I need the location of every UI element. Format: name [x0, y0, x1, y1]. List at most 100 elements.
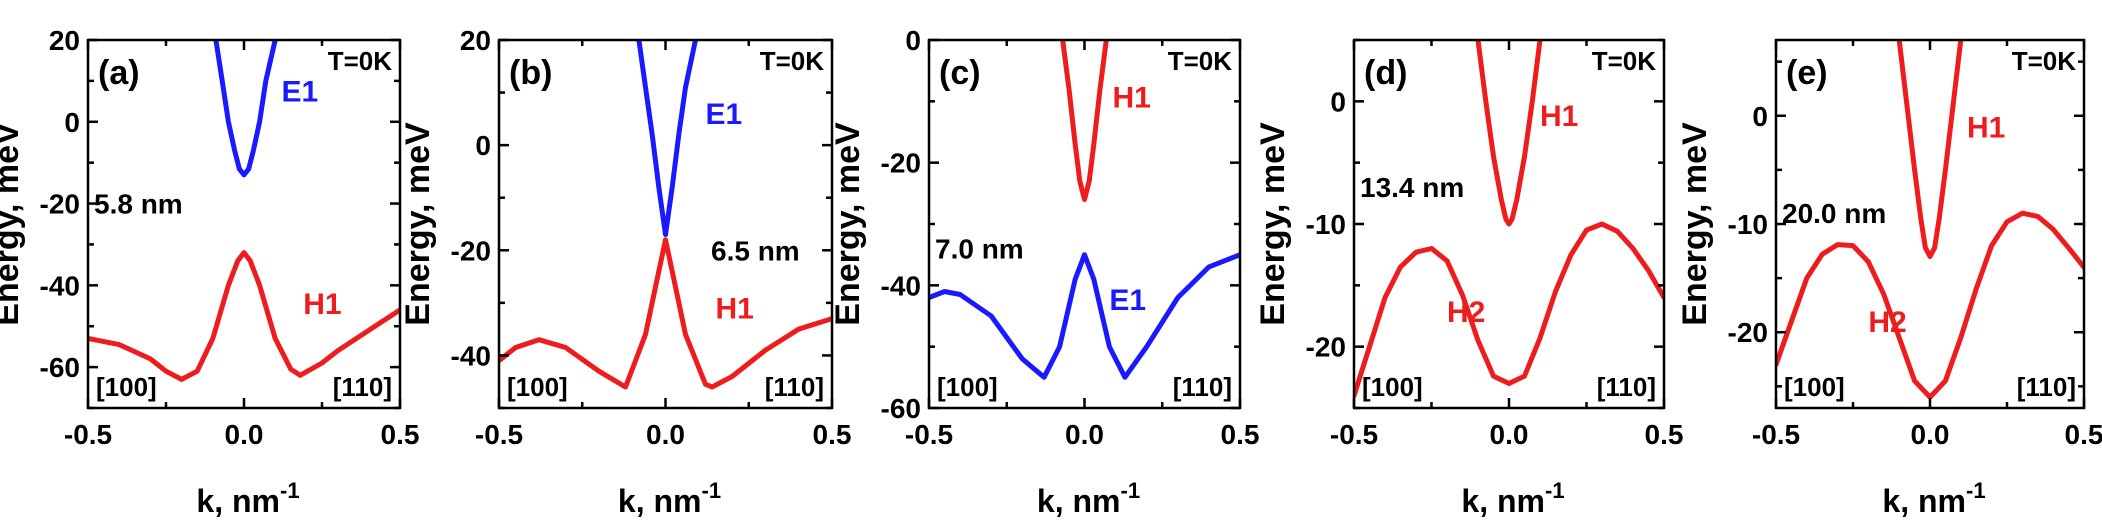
x-tick-label: 0.5 — [1645, 419, 1684, 450]
y-axis-title: Energy, meV — [399, 122, 437, 326]
x-tick-label: 0.0 — [225, 419, 264, 450]
series-line-h2 — [1354, 221, 1664, 399]
series-line-h1 — [88, 250, 400, 382]
series-label-h1: H1 — [303, 288, 341, 321]
x-axis-title-exponent: -1 — [1545, 478, 1565, 503]
series-label-h1: H1 — [1112, 81, 1150, 114]
series-label-h1: H1 — [715, 293, 753, 326]
x-tick-label: 0.0 — [646, 419, 685, 450]
direction-label-right: [110] — [1173, 372, 1232, 402]
series-line-e1 — [213, 40, 278, 178]
x-tick-label: 0.0 — [1490, 419, 1529, 450]
y-tick-label: 0 — [1330, 86, 1346, 117]
y-axis-title: Energy, meV — [0, 122, 26, 326]
y-tick-label: 20 — [460, 25, 491, 56]
panel-label: (e) — [1786, 54, 1828, 92]
x-axis-title-exponent: -1 — [280, 478, 300, 503]
y-tick-label: -60 — [881, 393, 921, 424]
y-axis-title: Energy, meV — [1676, 122, 1714, 326]
panel-label: (b) — [509, 54, 552, 92]
x-tick-label: 0.0 — [1911, 419, 1950, 450]
series-label-h1: H1 — [1967, 111, 2005, 144]
x-tick-label: 0.0 — [1065, 419, 1104, 450]
thickness-label: 5.8 nm — [94, 189, 183, 220]
y-tick-label: -20 — [1728, 317, 1768, 348]
y-tick-label: -10 — [1728, 209, 1768, 240]
x-tick-label: 0.5 — [2065, 419, 2102, 450]
panel-label: (a) — [98, 54, 140, 92]
thickness-label: 6.5 nm — [711, 235, 800, 266]
series-label-e1: E1 — [1109, 284, 1146, 317]
temperature-label: T=0K — [2012, 46, 2077, 76]
y-tick-label: 0 — [1752, 101, 1768, 132]
panel-e: H1 H2 -0.5 0.0 0.5 0 -10 -20 k, nm-1 Energy, meV (… — [1676, 38, 2102, 519]
x-tick-label: -0.5 — [1330, 419, 1378, 450]
temperature-label: T=0K — [1592, 46, 1657, 76]
panel-label: (d) — [1364, 54, 1407, 92]
y-tick-label: -10 — [1306, 209, 1346, 240]
series-label-h1: H1 — [1540, 100, 1578, 133]
x-axis-title-text: k, nm — [196, 483, 280, 519]
direction-label-left: [100] — [937, 372, 998, 402]
temperature-label: T=0K — [1168, 46, 1233, 76]
y-tick-label: -20 — [451, 235, 491, 266]
series-line-e1 — [929, 252, 1240, 380]
panel-b: E1 H1 -0.5 0.0 0.5 20 0 -20 -40 k, nm-1 Energy, me… — [399, 25, 851, 519]
thickness-label: 13.4 nm — [1360, 172, 1464, 203]
x-axis-title: k, nm-1 — [1037, 478, 1140, 519]
y-tick-label: -40 — [881, 270, 921, 301]
direction-label-left: [100] — [1784, 372, 1845, 402]
x-axis-title-text: k, nm — [1882, 483, 1966, 519]
x-axis-title: k, nm-1 — [196, 478, 299, 519]
direction-label-left: [100] — [1362, 372, 1423, 402]
x-axis-title-text: k, nm — [618, 483, 702, 519]
series-label-e1: E1 — [281, 75, 318, 108]
y-tick-label: -20 — [1306, 332, 1346, 363]
x-tick-label: -0.5 — [905, 419, 953, 450]
series-line-h1 — [499, 237, 832, 390]
series-line-e1 — [636, 40, 698, 237]
x-tick-label: 0.5 — [381, 419, 420, 450]
y-tick-label: -40 — [451, 340, 491, 371]
temperature-label: T=0K — [760, 46, 825, 76]
y-tick-label: 0 — [475, 130, 491, 161]
y-axis-title: Energy, meV — [1254, 122, 1292, 326]
y-tick-label: 0 — [64, 107, 80, 138]
plot-frame — [927, 38, 1242, 410]
series-label-e1: E1 — [705, 98, 742, 131]
x-tick-label: 0.5 — [813, 419, 852, 450]
x-tick-label: -0.5 — [64, 419, 112, 450]
y-tick-label: 20 — [49, 25, 80, 56]
series-line-h1 — [1896, 40, 1964, 259]
x-axis-title-exponent: -1 — [1966, 478, 1986, 503]
x-axis-title: k, nm-1 — [1461, 478, 1564, 519]
thickness-label: 7.0 nm — [935, 234, 1024, 265]
x-axis-title-exponent: -1 — [1121, 478, 1141, 503]
x-axis-title: k, nm-1 — [1882, 478, 1985, 519]
x-axis-title-text: k, nm — [1461, 483, 1545, 519]
thickness-label: 20.0 nm — [1782, 198, 1886, 229]
direction-label-right: [110] — [2017, 372, 2076, 402]
y-tick-label: 0 — [905, 25, 921, 56]
panel-d: H1 H2 -0.5 0.0 0.5 0 -10 -20 k, nm-1 Energy, meV (… — [1254, 38, 1684, 519]
x-tick-label: -0.5 — [475, 419, 523, 450]
x-tick-label: 0.5 — [1221, 419, 1260, 450]
y-tick-label: -20 — [881, 148, 921, 179]
x-axis-title-exponent: -1 — [702, 478, 722, 503]
y-tick-label: -60 — [40, 352, 80, 383]
series-line-h2 — [1776, 210, 2084, 400]
x-tick-label: -0.5 — [1752, 419, 1800, 450]
direction-label-right: [110] — [333, 372, 392, 402]
series-line-h1 — [1060, 40, 1109, 202]
direction-label-left: [100] — [507, 372, 568, 402]
direction-label-left: [100] — [96, 372, 157, 402]
x-axis-title: k, nm-1 — [618, 478, 721, 519]
temperature-label: T=0K — [328, 46, 393, 76]
x-axis-title-text: k, nm — [1037, 483, 1121, 519]
y-tick-label: -20 — [40, 189, 80, 220]
y-tick-label: -40 — [40, 270, 80, 301]
series-label-h2: H2 — [1447, 296, 1485, 329]
series-line-h1 — [1475, 40, 1543, 227]
y-axis-title: Energy, meV — [829, 122, 867, 326]
